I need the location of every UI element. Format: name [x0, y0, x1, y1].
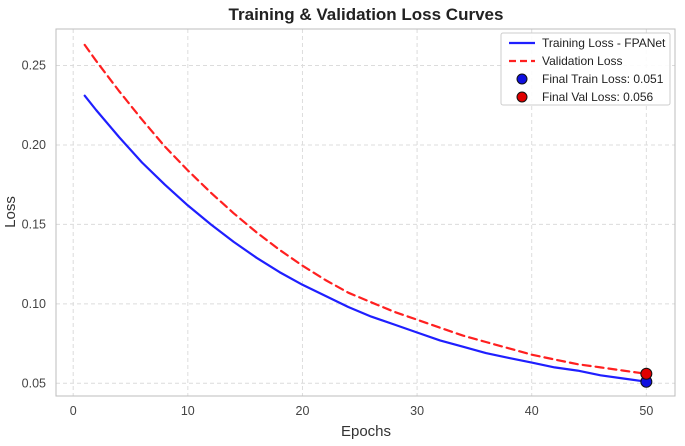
- legend-label: Final Val Loss: 0.056: [542, 90, 654, 104]
- plot-area: [55, 28, 676, 397]
- chart-title: Training & Validation Loss Curves: [229, 5, 504, 24]
- final-val-loss-marker: [640, 367, 653, 380]
- y-tick-label: 0.15: [22, 217, 46, 231]
- legend-label: Final Train Loss: 0.051: [542, 72, 664, 86]
- marker-layer: [640, 367, 653, 388]
- legend-items: Training Loss - FPANet Validation Loss Fin…: [509, 36, 666, 104]
- x-tick-label: 50: [639, 404, 653, 418]
- y-tick-label: 0.10: [22, 297, 46, 311]
- validation-loss-line: [83, 43, 648, 375]
- y-tick-label: 0.05: [22, 376, 46, 390]
- y-tick-label: 0.20: [22, 138, 46, 152]
- x-tick-label: 30: [410, 404, 424, 418]
- x-axis-ticks: 0 10 20 30 40 50: [70, 404, 654, 418]
- grid: [56, 29, 675, 396]
- x-tick-label: 0: [70, 404, 77, 418]
- legend-label: Training Loss - FPANet: [542, 36, 666, 50]
- x-tick-label: 10: [181, 404, 195, 418]
- legend-box: [500, 32, 671, 106]
- training-loss-line: [83, 94, 648, 383]
- y-axis-label: Loss: [2, 196, 19, 228]
- x-axis-label: Epochs: [341, 423, 391, 440]
- y-tick-label: 0.25: [22, 59, 46, 73]
- legend: Training Loss - FPANet Validation Loss Fin…: [500, 32, 671, 106]
- x-tick-label: 20: [296, 404, 310, 418]
- y-axis-ticks: 0.05 0.10 0.15 0.20 0.25: [22, 59, 46, 391]
- x-tick-label: 40: [525, 404, 539, 418]
- legend-train-marker: [516, 73, 528, 85]
- legend-val-marker: [516, 91, 528, 103]
- series-layer: [83, 43, 648, 383]
- legend-label: Validation Loss: [542, 54, 623, 68]
